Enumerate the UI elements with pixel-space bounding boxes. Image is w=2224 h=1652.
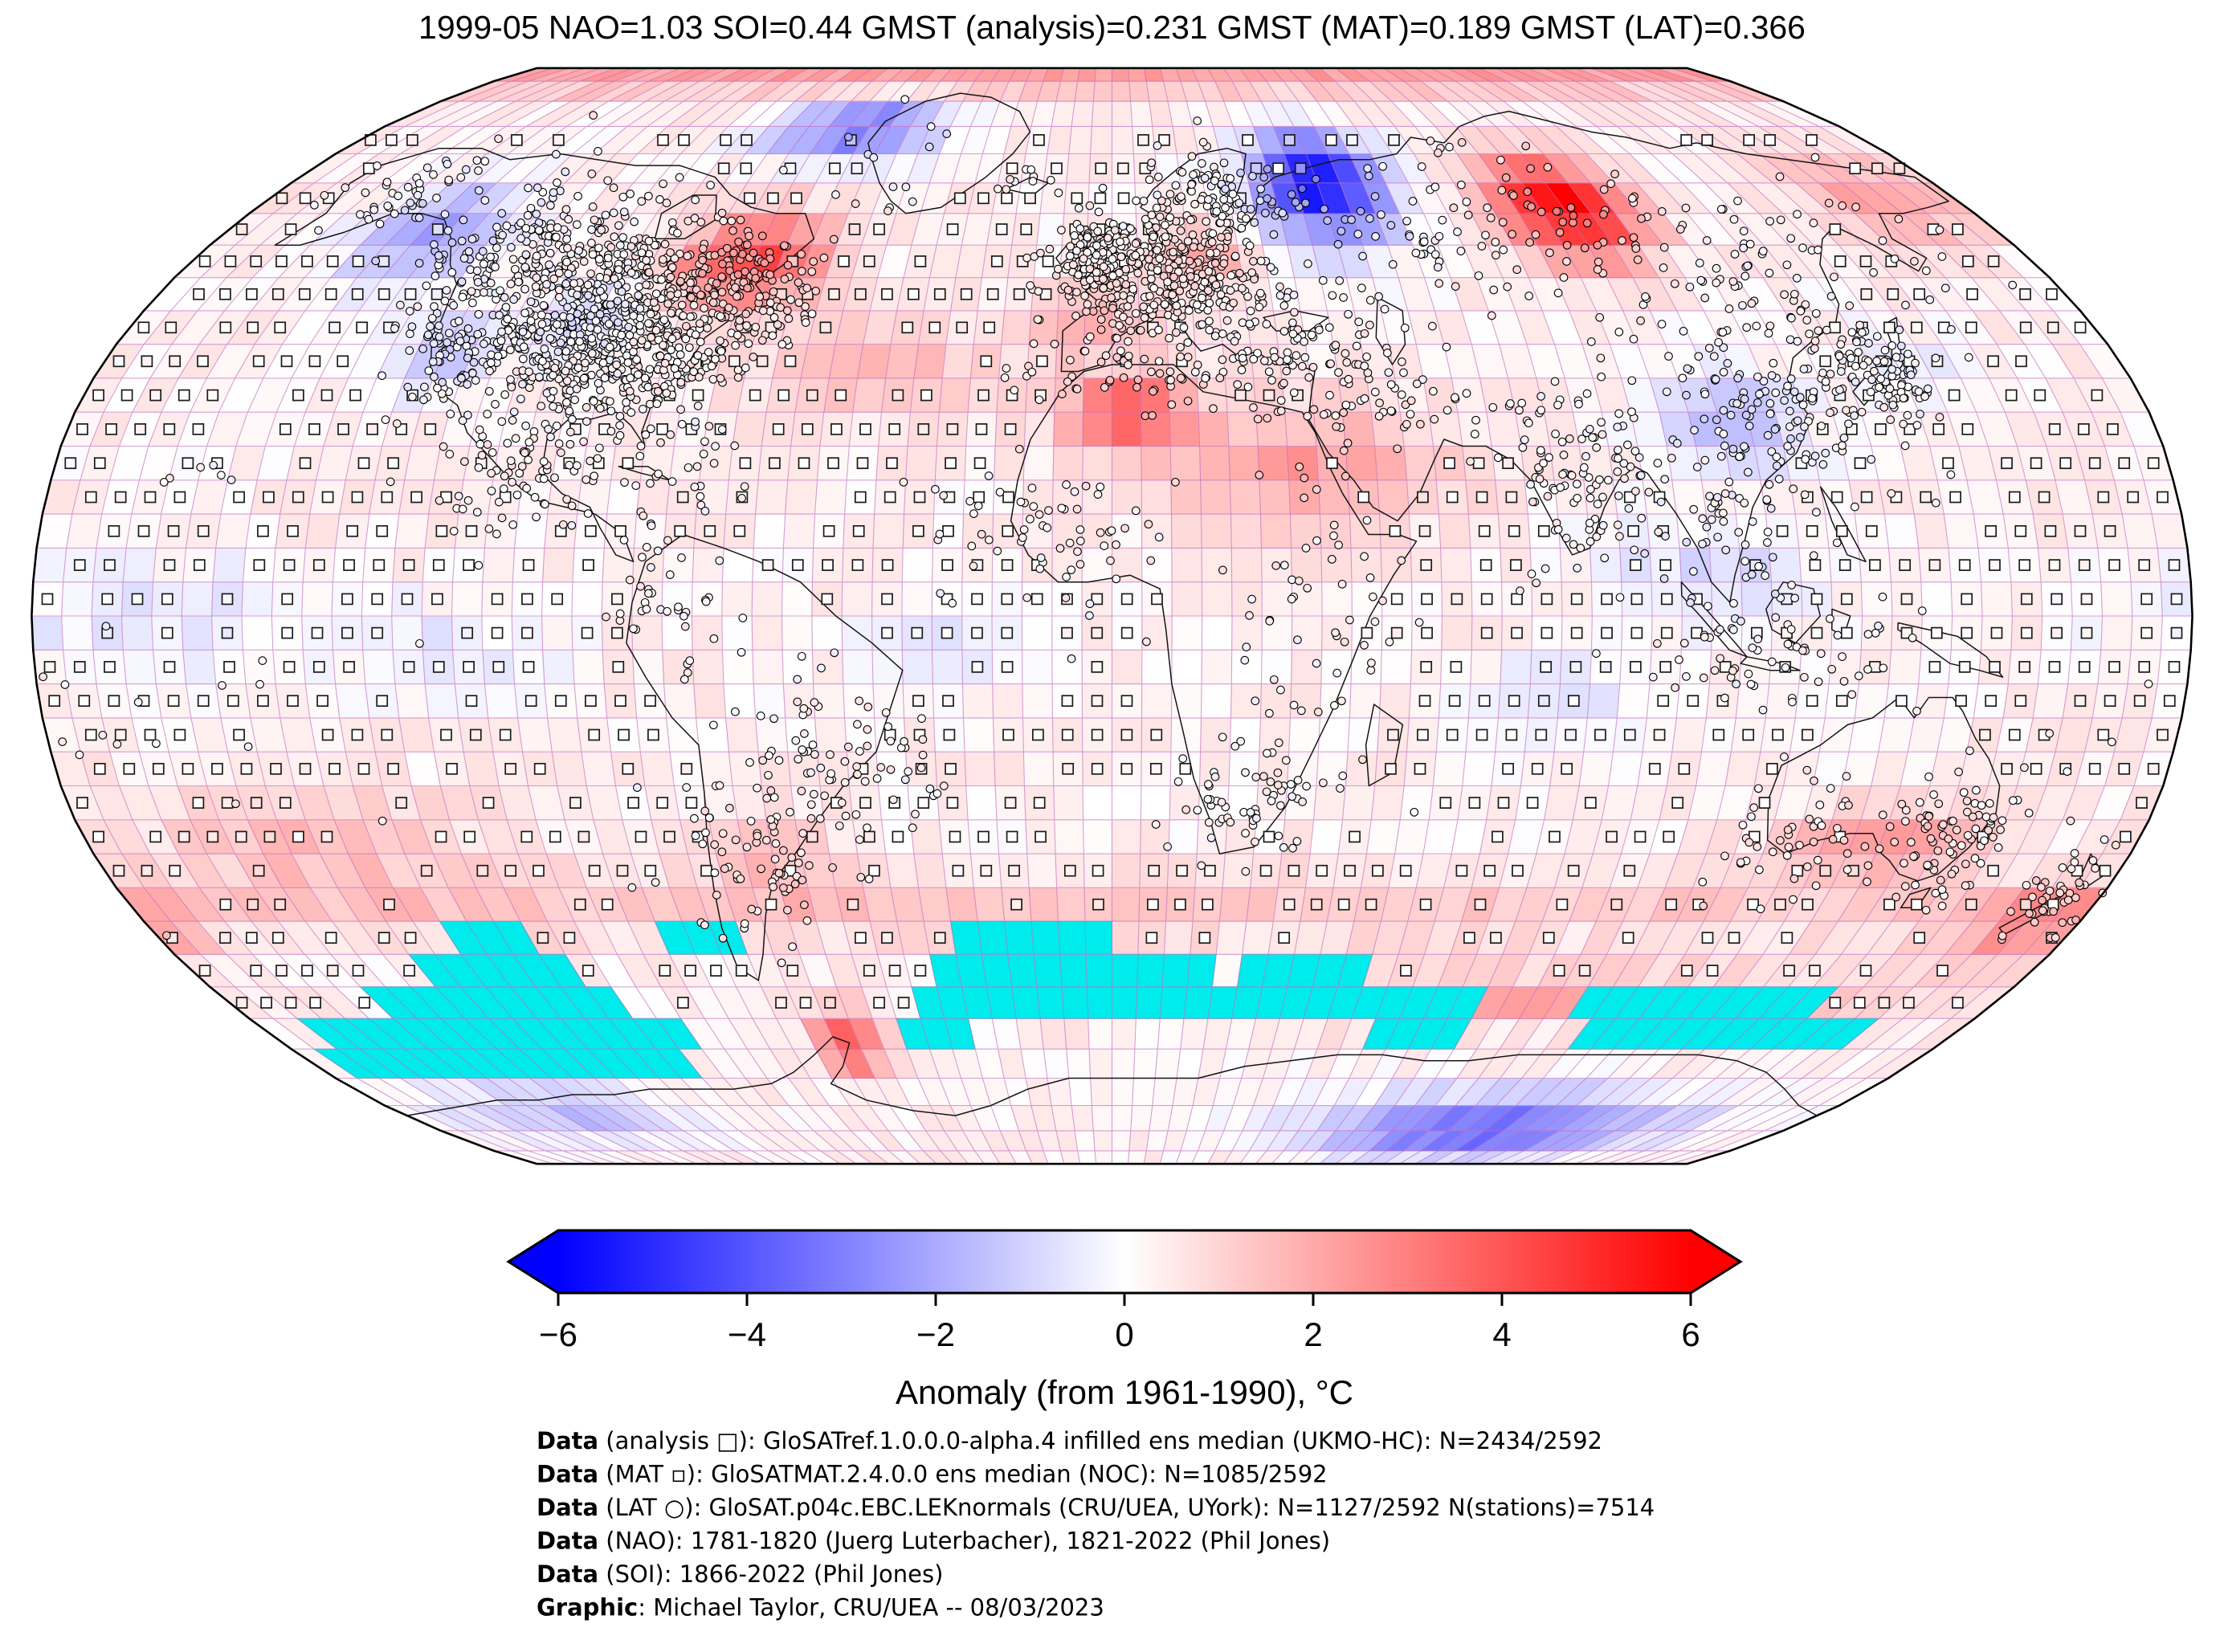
map-outline — [31, 67, 2193, 1165]
footer-line-text: (NAO): 1781-1820 (Juerg Luterbacher), 18… — [598, 1528, 1330, 1555]
footer-line-prefix: Data — [537, 1528, 598, 1555]
footer-line: Data (NAO): 1781-1820 (Juerg Luterbacher… — [537, 1528, 1330, 1555]
footer-line-prefix: Data — [537, 1461, 598, 1488]
figure-title: 1999-05 NAO=1.03 SOI=0.44 GMST (analysis… — [418, 9, 1806, 46]
colorbar-tick: 0 — [1115, 1315, 1133, 1353]
colorbar-tick: 6 — [1681, 1315, 1700, 1353]
colorbar-gradient-bar — [506, 1229, 1743, 1295]
footer-line: Data (MAT ▫): GloSATMAT.2.4.0.0 ens medi… — [537, 1461, 1328, 1488]
colorbar-tick: 2 — [1304, 1315, 1322, 1353]
footer-line-text: (MAT ▫): GloSATMAT.2.4.0.0 ens median (N… — [598, 1461, 1328, 1488]
footer-credits: Data (analysis □): GloSATref.1.0.0.0-alp… — [537, 1427, 1655, 1621]
colorbar-tick: −4 — [728, 1315, 766, 1353]
colorbar-ticks: −6 −4 −2 0 2 4 6 — [539, 1293, 1700, 1353]
footer-line: Data (SOI): 1866-2022 (Phil Jones) — [537, 1560, 943, 1588]
footer-line: Data (LAT ○): GloSAT.p04c.EBC.LEKnormals… — [537, 1494, 1655, 1521]
footer-line-text: : Michael Taylor, CRU/UEA -- 08/03/2023 — [638, 1594, 1104, 1621]
footer-line-prefix: Graphic — [537, 1594, 638, 1621]
colorbar-axis-label: Anomaly (from 1961-1990), °C — [896, 1373, 1353, 1411]
footer-line: Graphic: Michael Taylor, CRU/UEA -- 08/0… — [537, 1594, 1104, 1621]
world-map — [31, 67, 2193, 1165]
footer-line-text: (LAT ○): GloSAT.p04c.EBC.LEKnormals (CRU… — [598, 1494, 1655, 1521]
footer-line-prefix: Data — [537, 1427, 598, 1454]
colorbar-tick: −2 — [916, 1315, 955, 1353]
footer-line-prefix: Data — [537, 1560, 598, 1588]
colorbar: −6 −4 −2 0 2 4 6 Anomaly (from 1961-1990), °C — [506, 1229, 1743, 1411]
footer-line-text: (SOI): 1866-2022 (Phil Jones) — [598, 1560, 943, 1588]
footer-line: Data (analysis □): GloSATref.1.0.0.0-alp… — [537, 1427, 1602, 1454]
footer-line-prefix: Data — [537, 1494, 598, 1521]
footer-line-text: (analysis □): GloSATref.1.0.0.0-alpha.4 … — [598, 1427, 1602, 1454]
colorbar-tick: −6 — [539, 1315, 577, 1353]
colorbar-tick: 4 — [1492, 1315, 1511, 1353]
lat-station-markers — [39, 95, 2153, 968]
